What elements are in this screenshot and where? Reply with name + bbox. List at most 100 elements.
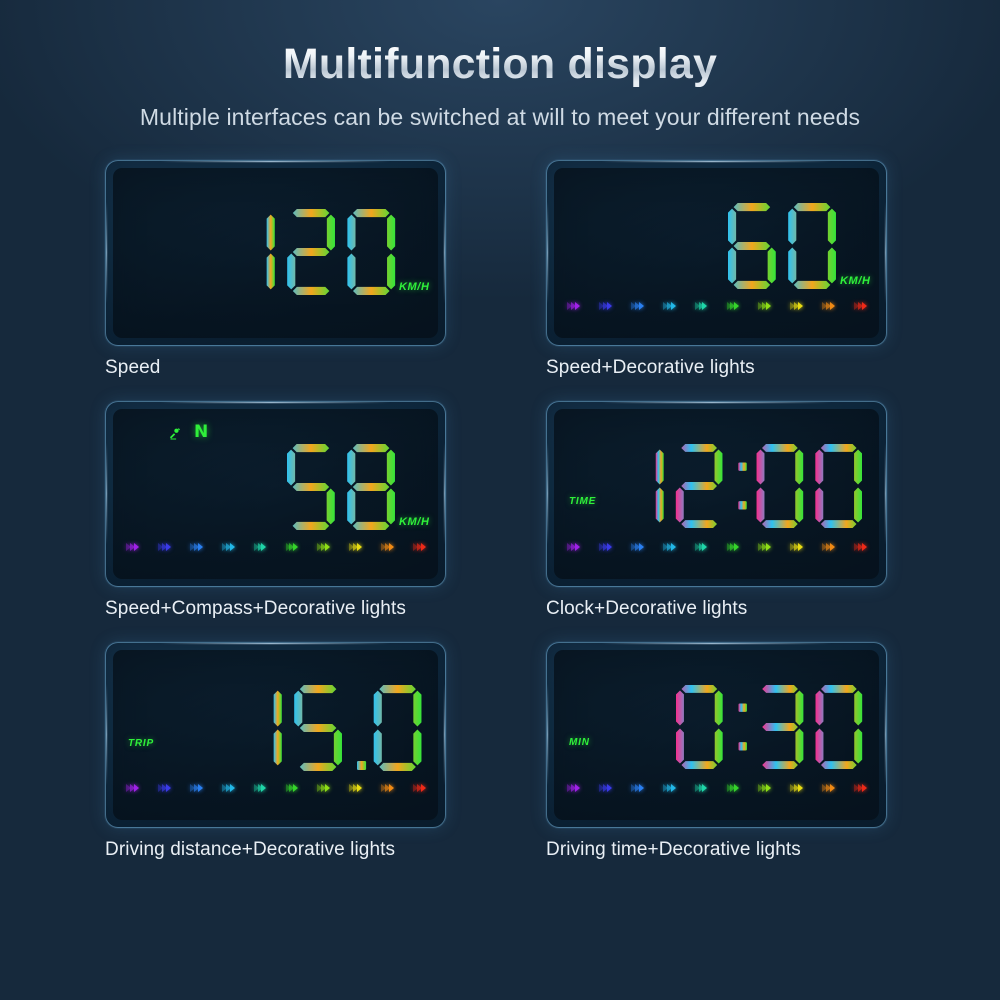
seven-segment-value — [675, 684, 862, 769]
panel-caption: Driving distance+Decorative lights — [105, 838, 396, 860]
chevron-icon — [285, 542, 291, 551]
hud-panel[interactable]: KM/H — [105, 159, 446, 346]
display-mode-clock-lights[interactable]: TIME Clock+Decorative lights — [546, 400, 887, 620]
display-mode-speed[interactable]: KM/H Speed — [105, 159, 446, 379]
hud-panel[interactable]: TRIP — [105, 641, 446, 828]
chevron-icon — [858, 542, 864, 551]
chevron-icon — [574, 542, 580, 551]
seven-segment-value — [728, 202, 836, 289]
chevron-icon — [762, 783, 768, 792]
value-tag-min: MIN — [569, 736, 590, 748]
chevron-icon — [702, 542, 708, 551]
seven-segment-value — [234, 684, 421, 771]
chevron-icon — [606, 542, 612, 551]
light-group — [285, 542, 299, 551]
decorative-lights-strip — [567, 542, 867, 551]
hud-panel[interactable]: TIME — [546, 400, 887, 587]
panel-edge-right — [885, 201, 886, 305]
panel-caption: Clock+Decorative lights — [546, 597, 748, 619]
satellite-icon — [168, 426, 183, 446]
chevron-icon — [861, 301, 867, 310]
light-group — [854, 783, 867, 792]
light-group — [567, 783, 580, 792]
hud-panel[interactable]: N KM/H — [105, 400, 446, 587]
light-group — [253, 783, 267, 792]
light-group — [157, 783, 171, 792]
panel-edge-left — [106, 201, 107, 305]
hud-panel[interactable]: MIN — [546, 641, 887, 828]
chevron-icon — [698, 301, 704, 310]
display-mode-speed-compass-lights[interactable]: N KM/H Speed+Compass+Decorative lights — [105, 400, 446, 620]
chevron-icon — [389, 783, 395, 792]
light-group — [694, 783, 708, 792]
panel-caption: Driving time+Decorative lights — [546, 838, 801, 860]
chevron-icon — [133, 783, 139, 792]
chevron-icon — [357, 783, 363, 792]
decorative-lights-strip — [567, 301, 867, 310]
light-group — [790, 783, 804, 792]
chevron-icon — [221, 542, 227, 551]
light-group — [126, 783, 139, 792]
chevron-icon — [570, 301, 576, 310]
chevron-icon — [858, 783, 864, 792]
chevron-icon — [698, 783, 704, 792]
chevron-icon — [662, 301, 668, 310]
chevron-icon — [413, 542, 419, 551]
light-group — [854, 542, 867, 551]
chevron-icon — [830, 542, 836, 551]
seven-segment-value — [227, 208, 395, 295]
chevron-icon — [858, 301, 864, 310]
light-group — [349, 542, 363, 551]
chevron-icon — [567, 301, 572, 310]
panel-edge-left — [547, 683, 548, 787]
chevron-icon — [349, 783, 355, 792]
chevron-icon — [790, 301, 796, 310]
chevron-icon — [702, 783, 708, 792]
chevron-icon — [197, 783, 203, 792]
chevron-icon — [293, 542, 299, 551]
light-group — [598, 542, 612, 551]
light-group — [758, 783, 772, 792]
chevron-icon — [798, 542, 804, 551]
chevron-icon — [794, 783, 800, 792]
chevron-icon — [606, 783, 612, 792]
panel-caption: Speed — [105, 356, 161, 378]
panel-caption: Speed+Decorative lights — [546, 356, 755, 378]
chevron-icon — [822, 542, 828, 551]
chevron-icon — [193, 783, 199, 792]
compass-direction: N — [194, 421, 209, 442]
chevron-icon — [638, 301, 644, 310]
chevron-icon — [794, 542, 800, 551]
display-mode-time-lights[interactable]: MIN Driving time+Decorative lights — [546, 641, 887, 861]
chevron-icon — [197, 542, 203, 551]
hud-panel[interactable]: KM/H — [546, 159, 887, 346]
chevron-icon — [257, 542, 263, 551]
panel-edge-left — [106, 442, 107, 546]
chevron-icon — [798, 783, 804, 792]
chevron-icon — [630, 301, 636, 310]
chevron-icon — [670, 783, 676, 792]
chevron-icon — [730, 783, 736, 792]
chevron-icon — [758, 301, 764, 310]
display-mode-speed-lights[interactable]: KM/H Speed+Decorative lights — [546, 159, 887, 379]
light-group — [285, 783, 299, 792]
chevron-icon — [766, 783, 772, 792]
chevron-icon — [638, 783, 644, 792]
chevron-icon — [317, 783, 323, 792]
chevron-icon — [602, 301, 608, 310]
chevron-icon — [854, 783, 860, 792]
chevron-icon — [861, 783, 867, 792]
light-group — [630, 542, 644, 551]
chevron-icon — [157, 783, 163, 792]
chevron-icon — [165, 542, 171, 551]
hud-screen: MIN — [547, 643, 886, 827]
chevron-icon — [353, 783, 359, 792]
light-group — [790, 542, 804, 551]
light-group — [157, 542, 171, 551]
chevron-icon — [417, 542, 423, 551]
decorative-lights-strip — [126, 542, 426, 551]
chevron-icon — [293, 783, 299, 792]
chevron-icon — [698, 542, 704, 551]
unit-label: KM/H — [840, 274, 871, 287]
display-mode-trip-lights[interactable]: TRIP Driving distance+Decorative lights — [105, 641, 446, 861]
